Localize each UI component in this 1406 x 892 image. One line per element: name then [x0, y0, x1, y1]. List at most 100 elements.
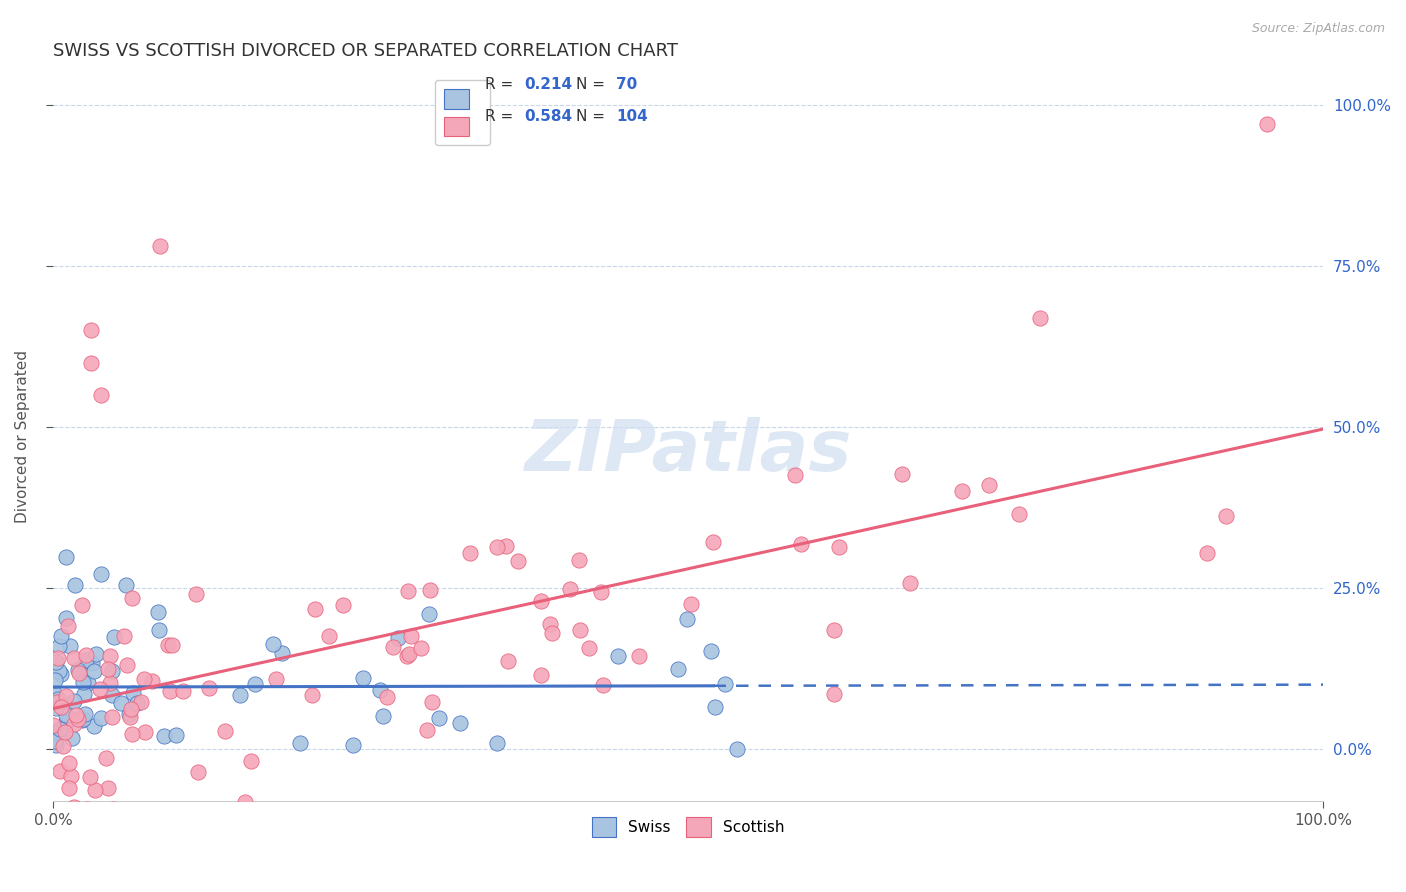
Point — [83, 664, 105, 678]
Point — [290, 736, 312, 750]
Point — [558, 582, 581, 596]
Point — [121, 727, 143, 741]
Point — [409, 641, 432, 656]
Point — [72, 712, 94, 726]
Text: N =: N = — [576, 78, 610, 92]
Point — [823, 623, 845, 637]
Point — [245, 677, 267, 691]
Point — [352, 671, 374, 685]
Point — [578, 641, 600, 656]
Point — [52, 739, 75, 753]
Point — [101, 664, 124, 678]
Point — [101, 688, 124, 702]
Point — [49, 764, 72, 778]
Point — [48, 651, 70, 665]
Point — [1197, 546, 1219, 560]
Point — [264, 672, 287, 686]
Point — [65, 578, 87, 592]
Legend: Swiss, Scottish: Swiss, Scottish — [583, 809, 792, 844]
Point — [541, 625, 564, 640]
Point — [115, 658, 138, 673]
Point — [700, 644, 723, 658]
Point — [100, 709, 122, 723]
Point — [214, 724, 236, 739]
Point — [387, 631, 409, 645]
Point — [977, 477, 1000, 491]
Point — [530, 668, 553, 682]
Point — [46, 695, 69, 709]
Point — [679, 597, 702, 611]
Point — [58, 619, 80, 633]
Point — [121, 591, 143, 605]
Point — [42, 718, 65, 732]
Point — [55, 549, 77, 564]
Point — [70, 599, 93, 613]
Point — [485, 736, 508, 750]
Point — [122, 686, 145, 700]
Point — [666, 662, 689, 676]
Text: N =: N = — [576, 110, 610, 124]
Point — [375, 690, 398, 704]
Point — [118, 706, 141, 721]
Point — [270, 647, 292, 661]
Point — [60, 731, 83, 745]
Point — [262, 637, 284, 651]
Point — [125, 841, 148, 855]
Point — [132, 673, 155, 687]
Text: ZIPatlas: ZIPatlas — [524, 417, 852, 486]
Point — [45, 701, 67, 715]
Point — [187, 764, 209, 779]
Point — [420, 694, 443, 708]
Point — [97, 663, 120, 677]
Point — [508, 554, 530, 568]
Point — [146, 605, 169, 619]
Point — [55, 689, 77, 703]
Y-axis label: Divorced or Separated: Divorced or Separated — [15, 351, 30, 523]
Point — [950, 484, 973, 499]
Text: 70: 70 — [616, 78, 637, 92]
Point — [371, 709, 394, 723]
Point — [83, 719, 105, 733]
Point — [153, 729, 176, 743]
Point — [702, 535, 724, 549]
Point — [172, 684, 194, 698]
Point — [398, 647, 420, 661]
Point — [90, 711, 112, 725]
Point — [46, 692, 69, 706]
Point — [62, 800, 84, 814]
Point — [67, 666, 90, 681]
Point — [828, 540, 851, 554]
Point — [53, 724, 76, 739]
Point — [44, 725, 66, 739]
Point — [332, 598, 354, 612]
Point — [418, 607, 440, 622]
Point — [90, 388, 112, 402]
Point — [79, 770, 101, 784]
Point — [1029, 310, 1052, 325]
Point — [110, 696, 132, 710]
Point — [1215, 508, 1237, 523]
Point — [129, 695, 152, 709]
Point — [73, 687, 96, 701]
Point — [184, 587, 207, 601]
Point — [725, 742, 748, 756]
Point — [62, 694, 84, 708]
Point — [419, 582, 441, 597]
Point — [48, 664, 70, 678]
Point — [72, 674, 94, 689]
Text: 104: 104 — [616, 110, 648, 124]
Point — [63, 651, 86, 665]
Point — [100, 676, 122, 690]
Point — [382, 640, 405, 654]
Point — [229, 688, 252, 702]
Point — [538, 616, 561, 631]
Point — [703, 699, 725, 714]
Point — [84, 647, 107, 661]
Text: R =: R = — [485, 78, 519, 92]
Point — [96, 751, 118, 765]
Point — [148, 624, 170, 638]
Point — [201, 812, 224, 826]
Point — [592, 678, 614, 692]
Point — [1256, 117, 1278, 131]
Point — [783, 468, 806, 483]
